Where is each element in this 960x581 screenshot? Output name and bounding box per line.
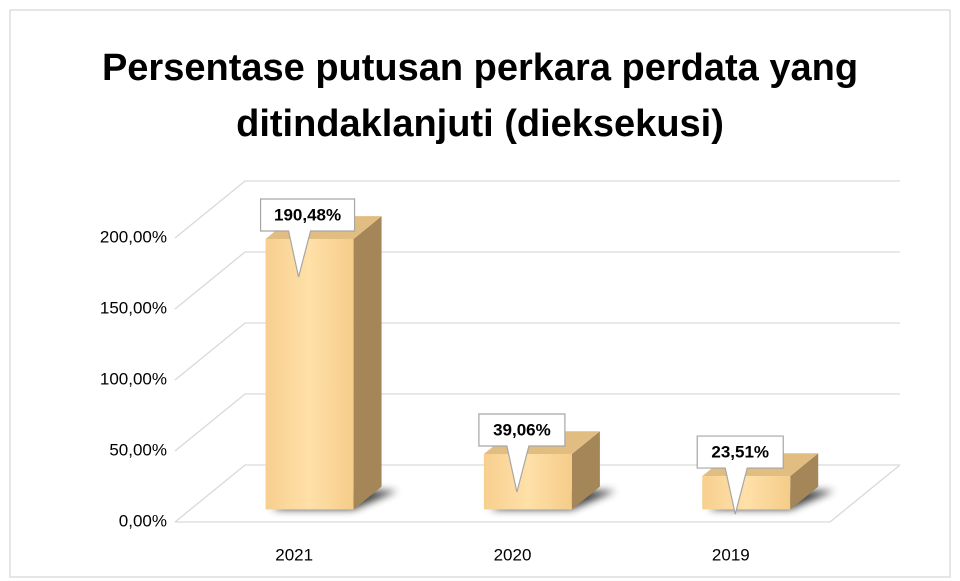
data-label: 190,48%: [274, 205, 341, 224]
bar-side: [571, 431, 600, 510]
floor-edge: [829, 464, 901, 523]
data-label: 23,51%: [711, 443, 769, 462]
bar: [483, 453, 572, 510]
data-label-box: [696, 435, 784, 515]
y-tick-label: 100,00%: [100, 369, 167, 388]
grid-line: [174, 251, 900, 310]
grid-line: [174, 393, 900, 452]
bar-side: [353, 216, 382, 510]
y-tick-label: 50,00%: [109, 440, 167, 459]
data-label-box: [478, 413, 566, 493]
x-tick-label: 2020: [494, 545, 532, 564]
chart-title: Persentase putusan perkara perdata yang …: [101, 47, 859, 145]
y-tick-label: 150,00%: [100, 298, 167, 317]
grid-line: [174, 322, 900, 381]
bar: [702, 476, 791, 510]
data-label-box: [259, 198, 356, 278]
grid-line: [174, 180, 900, 239]
grid-line: [174, 464, 900, 523]
x-tick-label: 2019: [712, 545, 750, 564]
bar-side: [790, 453, 819, 510]
y-tick-label: 0,00%: [119, 511, 167, 530]
bar: [265, 238, 354, 510]
data-label: 39,06%: [493, 420, 551, 439]
x-tick-label: 2021: [275, 545, 313, 564]
y-tick-label: 200,00%: [100, 227, 167, 246]
